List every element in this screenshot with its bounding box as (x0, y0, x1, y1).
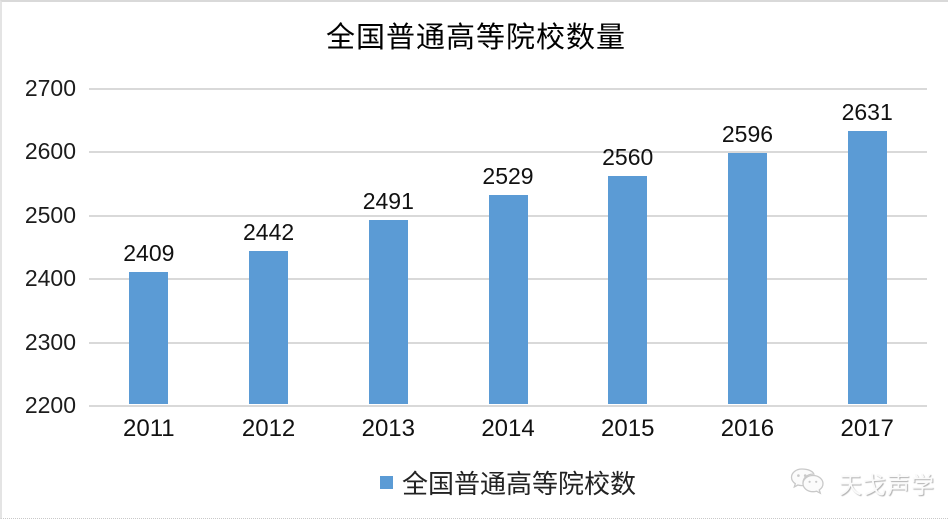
y-axis-tick-label: 2200 (24, 392, 76, 418)
x-axis-tick-label: 2014 (481, 415, 535, 442)
bar-slot: 2491 (328, 87, 448, 404)
gridline (89, 151, 927, 154)
x-axis-tick-label: 2012 (241, 415, 296, 442)
x-axis: 2011 2012 2013 2014 2015 2016 2017 (89, 415, 927, 443)
wechat-bubbles-icon (790, 467, 834, 499)
bar (129, 271, 169, 404)
y-axis-tick-label: 2500 (24, 201, 76, 228)
y-axis-tick-label: 2400 (24, 265, 76, 292)
bar-slot: 2596 (688, 87, 808, 404)
bar-value-label: 2596 (721, 120, 774, 147)
bar-value-label: 2529 (482, 163, 534, 190)
bar-value-label: 2409 (123, 239, 175, 266)
legend-label: 全国普通高等院校数 (401, 470, 636, 499)
bar-value-label: 2631 (841, 98, 893, 125)
chart-title: 全国普通高等院校数量 (325, 22, 626, 54)
bar-value-label: 2560 (602, 143, 654, 170)
bar (488, 195, 528, 404)
y-axis-tick-label: 2700 (24, 75, 76, 101)
x-axis-tick-label: 2013 (361, 415, 415, 442)
bar (847, 130, 887, 404)
y-axis-tick-label: 2300 (24, 328, 76, 355)
legend: 全国普通高等院校数 (89, 464, 927, 501)
plot-area: 2409 2442 2491 2529 2560 2596 2631 (89, 87, 927, 407)
bar-slot: 2409 (89, 87, 209, 404)
x-axis-tick-label: 2011 (123, 415, 175, 442)
bar-value-label: 2491 (362, 187, 414, 214)
bar-slot: 2560 (568, 87, 688, 404)
y-axis-tick-label: 2600 (24, 138, 76, 165)
bar (368, 219, 408, 404)
x-axis-tick-label: 2016 (720, 415, 775, 442)
x-axis-tick-label: 2017 (840, 415, 894, 442)
watermark-text: 天戈声学 (839, 473, 935, 498)
legend-swatch (379, 476, 393, 489)
watermark: 天戈声学 (790, 466, 935, 500)
bar-slot: 2529 (448, 87, 568, 404)
bar-value-label: 2442 (242, 218, 295, 245)
bar (249, 250, 289, 404)
bar (727, 152, 767, 404)
bar-series: 2409 2442 2491 2529 2560 2596 2631 (89, 87, 927, 404)
gridline (89, 405, 927, 407)
x-axis-tick-label: 2015 (601, 415, 655, 442)
bar (608, 175, 648, 404)
bar-slot: 2442 (209, 87, 329, 404)
gridline (89, 88, 927, 90)
bar-slot: 2631 (807, 87, 927, 404)
